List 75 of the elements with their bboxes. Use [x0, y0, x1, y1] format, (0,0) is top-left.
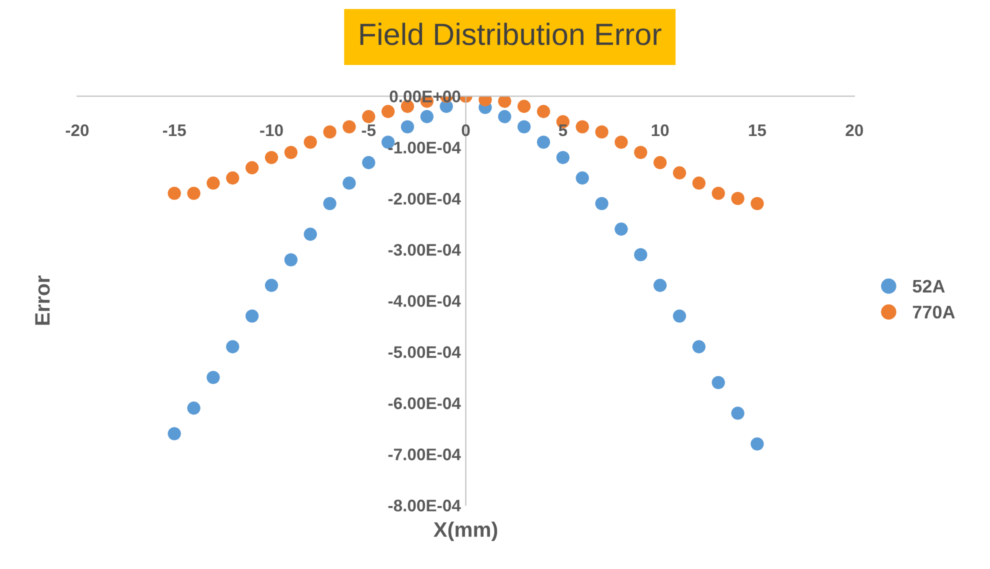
point	[517, 120, 531, 134]
x-axis-title: X(mm)	[434, 522, 498, 542]
x-tick-label: 15	[749, 124, 766, 136]
y-tick-label: -8.00E-04	[388, 500, 461, 512]
y-axis-title: Error	[35, 276, 50, 325]
chart-title: Field Distribution Error	[360, 22, 662, 46]
point	[304, 136, 317, 149]
x-tick-label: -5	[362, 124, 376, 136]
x-tick-label: -20	[66, 124, 89, 136]
point	[187, 402, 200, 415]
x-tick-label: 5	[558, 124, 568, 136]
point	[614, 222, 628, 236]
point	[323, 196, 336, 210]
point	[517, 100, 531, 113]
point	[653, 278, 667, 292]
point	[653, 156, 667, 170]
point	[304, 228, 317, 241]
y-tick-label: -1.00E-04	[388, 142, 461, 154]
point	[284, 253, 298, 266]
point	[323, 125, 336, 139]
point	[264, 278, 278, 292]
point	[536, 104, 550, 118]
x-tick-label: 20	[846, 124, 863, 136]
y-tick-label: -3.00E-04	[388, 244, 461, 256]
point	[595, 196, 608, 210]
point	[245, 309, 259, 323]
point	[342, 120, 356, 134]
point	[381, 104, 395, 118]
point	[536, 136, 550, 149]
y-tick-label: -7.00E-04	[388, 448, 461, 460]
point	[498, 110, 512, 124]
point	[420, 110, 434, 124]
y-tick-label: -4.00E-04	[388, 295, 461, 307]
x-tick-label: 10	[652, 124, 669, 136]
point	[362, 156, 376, 170]
point	[614, 136, 628, 149]
point	[498, 96, 512, 108]
y-tick-label: -6.00E-04	[388, 397, 461, 410]
point	[168, 427, 181, 440]
point	[556, 150, 570, 164]
point	[264, 150, 278, 164]
x-tick-label: -10	[260, 124, 283, 136]
legend-label: 770A	[912, 306, 955, 318]
y-tick-label: -5.00E-04	[388, 346, 461, 358]
x-tick-label: 0	[462, 124, 470, 136]
point	[226, 171, 240, 185]
point	[187, 186, 200, 200]
point	[712, 186, 725, 200]
x-tick-label: -15	[162, 124, 186, 136]
point	[168, 186, 181, 200]
y-tick-label: 0.00E+00	[390, 90, 460, 102]
point	[750, 437, 764, 450]
point	[226, 340, 240, 354]
point	[672, 166, 686, 180]
point	[576, 120, 589, 134]
point	[692, 176, 706, 190]
point	[576, 171, 589, 185]
point	[634, 248, 648, 262]
point	[595, 125, 608, 139]
point	[731, 192, 744, 206]
point	[284, 146, 298, 159]
point	[731, 406, 744, 420]
point	[750, 196, 764, 210]
point	[206, 176, 220, 190]
legend-label: 52A	[912, 280, 945, 293]
point	[634, 146, 648, 159]
point	[206, 370, 220, 384]
y-tick-label: -2.00E-04	[388, 192, 461, 205]
point	[342, 176, 356, 190]
point	[245, 161, 259, 174]
point	[672, 309, 686, 323]
point	[712, 376, 725, 390]
point	[692, 340, 706, 354]
point	[362, 110, 376, 124]
point	[400, 120, 414, 134]
